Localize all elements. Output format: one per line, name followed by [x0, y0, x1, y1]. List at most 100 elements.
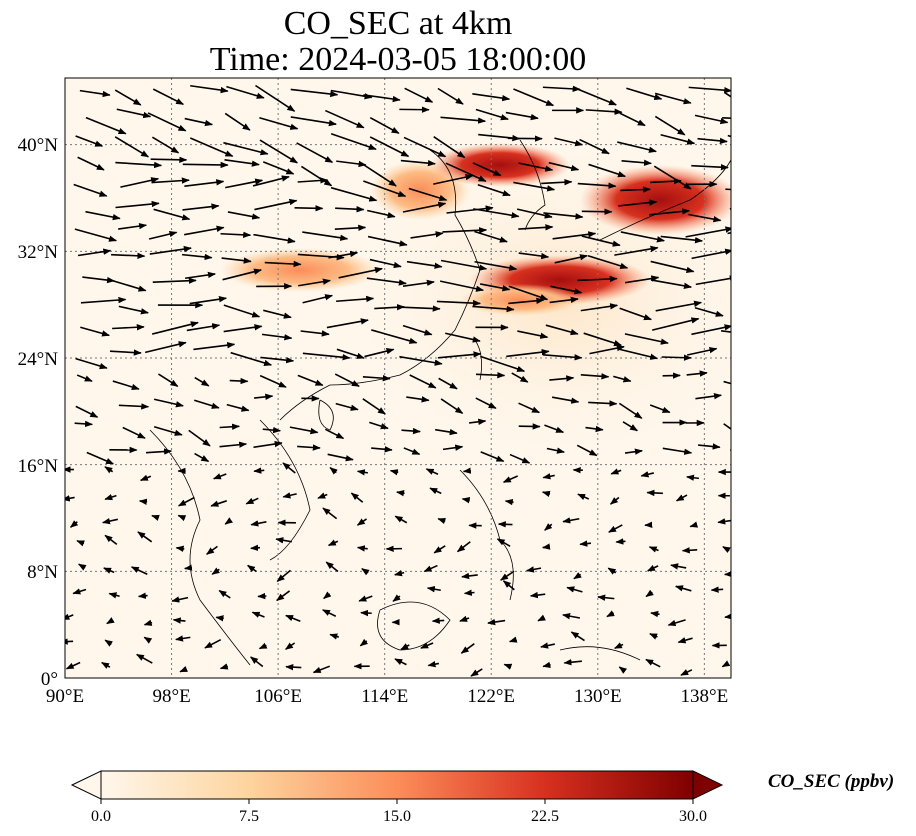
wind-arrow: [550, 285, 583, 295]
wind-arrow: [585, 108, 623, 115]
wind-arrow: [184, 117, 214, 127]
wind-arrow: [437, 87, 464, 105]
wind-arrow: [262, 161, 295, 175]
wind-arrow: [312, 665, 331, 674]
wind-arrow: [695, 392, 722, 400]
wind-arrow: [211, 567, 220, 575]
y-tick-label: 32°N: [18, 242, 59, 263]
x-axis-ticks: 90°E 98°E 106°E 114°E 122°E 130°E 138°E: [46, 686, 728, 707]
wind-arrow: [104, 639, 113, 647]
wind-arrow: [190, 84, 229, 94]
x-tick-label: 98°E: [152, 686, 190, 707]
wind-arrow: [613, 375, 632, 383]
wind-arrow: [487, 618, 506, 626]
wind-arrow: [219, 663, 229, 670]
map-title-line-2: Time: 2024-03-05 18:00:00: [209, 41, 587, 78]
wind-arrow: [263, 309, 292, 319]
wind-arrow: [437, 517, 447, 525]
x-tick-label: 90°E: [46, 686, 84, 707]
wind-arrow: [104, 466, 114, 474]
wind-arrow: [694, 306, 724, 317]
wind-arrow: [563, 659, 582, 666]
wind-arrow: [607, 567, 617, 575]
wind-arrow: [369, 421, 389, 430]
wind-arrow: [114, 136, 150, 158]
wind-arrow: [356, 469, 368, 476]
wind-arrow: [402, 279, 435, 287]
wind-arrow: [545, 324, 579, 336]
wind-arrow: [674, 585, 692, 592]
wind-arrow: [290, 116, 337, 127]
wind-arrow: [609, 496, 620, 505]
wind-arrow: [732, 404, 747, 410]
wind-arrow: [508, 285, 549, 301]
wind-arrow: [542, 543, 551, 550]
wind-arrow: [230, 351, 273, 366]
wind-arrow: [122, 426, 146, 439]
wind-arrow: [261, 333, 293, 341]
wind-arrow: [65, 613, 74, 620]
wind-arrow: [221, 257, 252, 264]
wind-arrow: [148, 230, 178, 240]
wind-arrow: [581, 235, 621, 247]
hainan-coastline: [318, 399, 334, 431]
wind-arrow: [400, 159, 436, 167]
wind-arrow: [120, 177, 160, 188]
wind-arrow: [697, 137, 728, 145]
wind-arrow: [300, 330, 330, 337]
wind-arrow: [360, 609, 372, 617]
wind-arrow: [289, 426, 319, 435]
wind-arrow: [597, 594, 615, 601]
wind-arrow: [408, 187, 448, 202]
wind-arrow: [681, 547, 698, 554]
wind-arrow: [517, 330, 549, 339]
y-axis-ticks: 0° 8°N 16°N 24°N 32°N 40°N: [18, 135, 59, 690]
wind-arrow: [294, 205, 324, 212]
wind-arrow: [562, 613, 581, 620]
wind-arrow: [396, 489, 405, 497]
wind-arrow: [541, 178, 573, 186]
wind-arrow: [302, 231, 349, 241]
wind-arrow: [406, 260, 443, 269]
wind-arrow: [721, 660, 731, 668]
wind-arrow: [326, 318, 369, 329]
wind-arrow: [394, 658, 407, 666]
wind-arrow: [151, 177, 190, 184]
wind-arrow: [76, 374, 93, 382]
wind-arrow: [440, 259, 488, 271]
colorbar-min-extend: [70, 770, 102, 800]
wind-arrow: [336, 295, 375, 303]
wind-arrow: [104, 494, 117, 501]
wind-arrow: [731, 255, 761, 262]
wind-arrow: [297, 177, 329, 184]
wind-arrow: [461, 572, 478, 580]
wind-arrow: [621, 159, 652, 166]
wind-arrow: [446, 205, 494, 214]
wind-arrow: [403, 136, 447, 158]
wind-arrow: [284, 642, 296, 650]
wind-arrow: [480, 451, 505, 463]
borneo-coastline: [377, 601, 451, 651]
wind-arrow: [322, 609, 337, 617]
wind-arrow: [389, 469, 399, 476]
wind-arrow: [74, 228, 118, 242]
wind-arrow: [362, 398, 386, 415]
wind-arrow: [224, 517, 233, 525]
wind-arrow: [194, 376, 210, 387]
colorbar-title: CO_SEC (ppbv): [768, 771, 895, 792]
wind-arrow: [589, 344, 625, 355]
wind-arrow: [181, 253, 213, 261]
colorbar-tick-label: 30.0: [679, 808, 707, 825]
wind-arrow: [394, 515, 408, 524]
wind-arrow: [334, 373, 360, 387]
wind-arrow: [85, 116, 127, 135]
wind-arrow: [566, 586, 583, 593]
wind-arrow: [177, 496, 195, 507]
wind-arrow: [103, 567, 115, 574]
wind-arrow: [640, 471, 654, 478]
wind-arrow: [276, 569, 291, 583]
wind-arrow: [253, 233, 296, 244]
wind-arrow: [579, 138, 610, 155]
wind-arrow: [606, 610, 615, 618]
wind-arrow: [618, 402, 643, 419]
